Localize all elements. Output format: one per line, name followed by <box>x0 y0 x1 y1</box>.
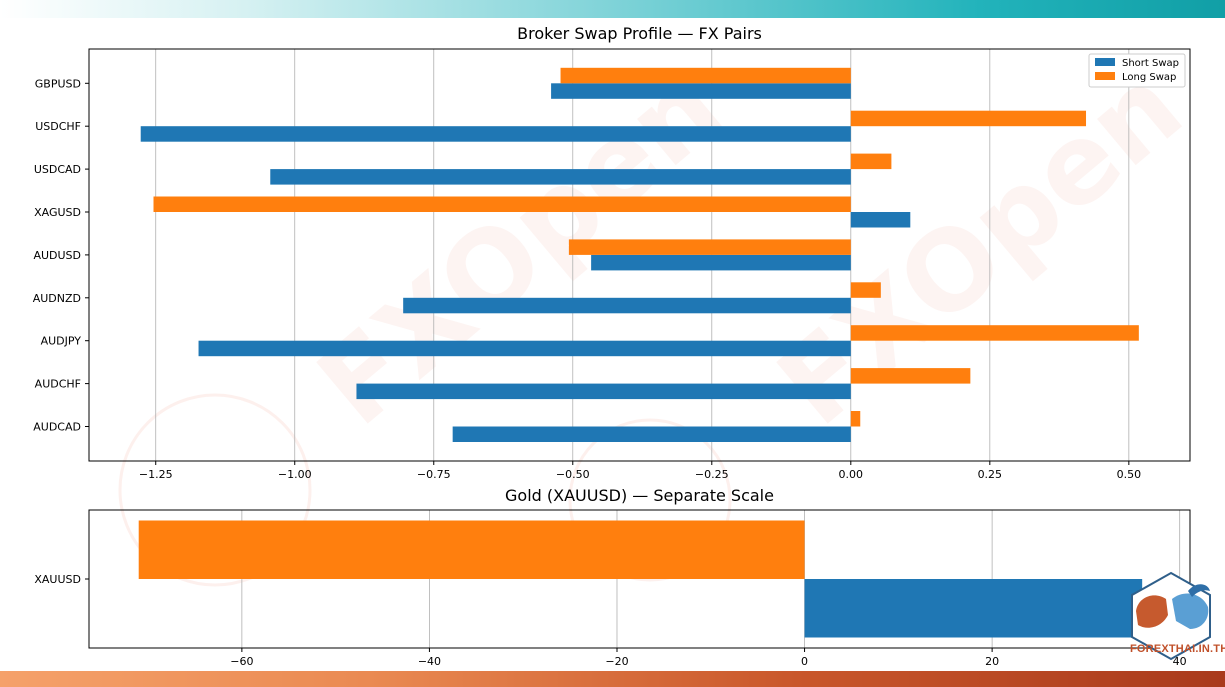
bottom-chart-y-ticks: XAUUSD <box>34 573 89 586</box>
bar-long-gbpusd <box>560 67 851 84</box>
logo-bear-head <box>1136 595 1168 628</box>
bar-short-xagusd <box>850 212 911 228</box>
top-decorative-band <box>0 0 1225 18</box>
y-tick-label: USDCAD <box>34 163 81 176</box>
x-tick-label: −1.25 <box>139 468 173 481</box>
x-tick-label: −40 <box>418 655 441 668</box>
x-tick-label: 20 <box>985 655 999 668</box>
gold-chart: Gold (XAUUSD) — Separate Scale XAUUSD −6… <box>34 486 1191 668</box>
y-tick-label: XAGUSD <box>34 206 81 219</box>
bar-long-audcad <box>850 411 861 427</box>
fx-pairs-chart: Broker Swap Profile — FX Pairs AUDCADAUD… <box>33 24 1191 481</box>
logo-bull-horn <box>1188 584 1210 597</box>
x-tick-label: −0.75 <box>417 468 451 481</box>
bar-long-usdchf <box>850 110 1087 127</box>
top-chart-title: Broker Swap Profile — FX Pairs <box>517 24 762 43</box>
legend-swatch-long <box>1095 72 1115 80</box>
x-tick-label: −0.50 <box>556 468 590 481</box>
bar-short-audnzd <box>403 297 851 314</box>
logo-bull-head <box>1172 593 1209 629</box>
legend-label-long: Long Swap <box>1122 72 1176 83</box>
bar-short-audusd <box>591 254 851 271</box>
bar-long-xauusd <box>138 520 805 579</box>
bar-long-xagusd <box>153 196 851 212</box>
bottom-chart-x-ticks: −60 −40 −20 0 20 40 <box>230 648 1187 668</box>
bar-long-usdcad <box>850 153 892 170</box>
bar-long-audjpy <box>850 325 1139 341</box>
y-tick-label: AUDUSD <box>33 249 81 262</box>
legend: Short Swap Long Swap <box>1088 53 1186 88</box>
bottom-chart-title: Gold (XAUUSD) — Separate Scale <box>505 486 774 505</box>
watermark-emblem-center <box>568 418 732 582</box>
bottom-decorative-band <box>0 671 1225 687</box>
forexthai-logo <box>1131 571 1211 661</box>
bar-long-audchf <box>850 368 971 384</box>
y-tick-label: XAUUSD <box>34 573 81 586</box>
top-chart-bars <box>140 67 1139 442</box>
y-tick-label: GBPUSD <box>35 77 81 90</box>
legend-swatch-short <box>1095 58 1115 66</box>
y-tick-label: AUDJPY <box>41 335 82 348</box>
x-tick-label: −0.25 <box>695 468 729 481</box>
watermark-emblem-left <box>118 393 312 587</box>
x-tick-label: 0.00 <box>839 468 864 481</box>
x-tick-label: 0 <box>801 655 808 668</box>
bar-short-usdchf <box>140 126 851 142</box>
bar-short-audchf <box>356 383 851 400</box>
y-tick-label: AUDNZD <box>33 292 81 305</box>
x-tick-label: 0.50 <box>1117 468 1142 481</box>
bar-short-audcad <box>452 426 851 442</box>
x-tick-label: −20 <box>605 655 628 668</box>
x-tick-label: −60 <box>230 655 253 668</box>
bar-short-xauusd <box>804 579 1143 638</box>
top-chart-x-ticks: −1.25 −1.00 −0.75 −0.50 −0.25 0.00 0.25 0.50 <box>139 461 1141 481</box>
top-chart-y-ticks: AUDCAD AUDCHF AUDJPY AUDNZD AUDUSD XAGUSD USDC… <box>33 77 89 434</box>
legend-label-short: Short Swap <box>1122 58 1179 69</box>
x-tick-label: 40 <box>1173 655 1187 668</box>
y-tick-label: AUDCHF <box>35 378 81 391</box>
bar-long-audusd <box>568 239 851 255</box>
bar-short-gbpusd <box>551 83 851 99</box>
bar-short-usdcad <box>270 169 851 185</box>
x-tick-label: −1.00 <box>278 468 312 481</box>
x-tick-label: 0.25 <box>978 468 1003 481</box>
y-tick-label: USDCHF <box>35 120 81 133</box>
brand-text: FOREXTHAI.IN.TH <box>1130 643 1225 655</box>
y-tick-label: AUDCAD <box>33 421 81 434</box>
bar-long-audnzd <box>850 282 881 298</box>
bar-short-audjpy <box>198 340 851 357</box>
bottom-chart-bars <box>138 520 1143 638</box>
